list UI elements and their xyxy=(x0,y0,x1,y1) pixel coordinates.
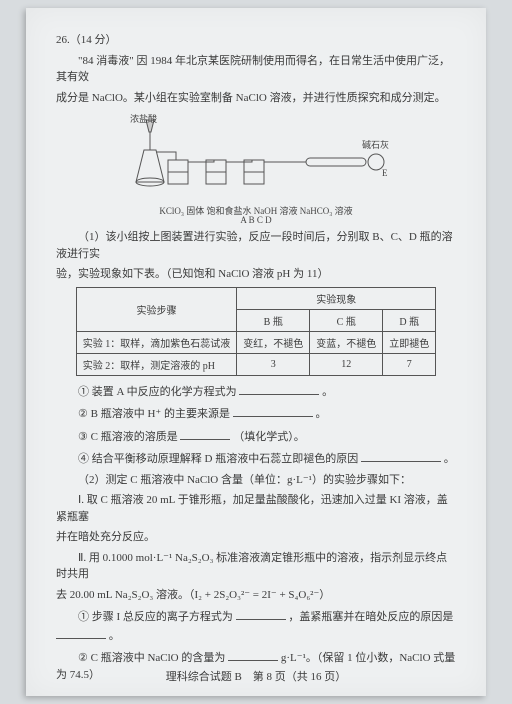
blank-6 xyxy=(228,648,278,661)
sub3-text: ③ C 瓶溶液的溶质是 xyxy=(78,431,178,443)
sub2-text: ② B 瓶溶液中 H⁺ 的主要来源是 xyxy=(78,408,230,420)
r1-B: 变红，不褪色 xyxy=(237,331,310,353)
page-footer: 理科综合试题 B 第 8 页（共 16 页） xyxy=(26,668,486,684)
sub1-end: 。 xyxy=(322,386,333,398)
part2-IIb: 去 20.00 mL Na₂S₂O₃ 溶液。（I₂ + 2S₂O₃²⁻ = 2I… xyxy=(56,587,456,604)
r2-B: 3 xyxy=(237,353,310,375)
apparatus-diagram: 浓盐酸 碱石灰 E xyxy=(106,112,406,202)
part2-Ib: 并在暗处充分反应。 xyxy=(56,529,456,546)
r1-step: 实验 1：取样，滴加紫色石蕊试液 xyxy=(76,331,237,353)
part1-b: 验，实验现象如下表。（已知饱和 NaClO 溶液 pH 为 11） xyxy=(56,266,456,283)
th-phenom: 实验现象 xyxy=(237,287,436,309)
r2-D: 7 xyxy=(383,353,436,375)
th-D: D 瓶 xyxy=(383,309,436,331)
sub5-b: ，盖紧瓶塞并在暗处反应的原因是 xyxy=(288,611,453,623)
label-E: E xyxy=(382,168,388,178)
blank-5b xyxy=(56,626,106,639)
part2-II: Ⅱ. 用 0.1000 mol·L⁻¹ Na₂S₂O₃ 标准溶液滴定锥形瓶中的溶… xyxy=(56,550,456,583)
th-step: 实验步骤 xyxy=(76,287,237,331)
label-lime: 碱石灰 xyxy=(362,139,389,150)
sub4-text: ④ 结合平衡移动原理解释 D 瓶溶液中石蕊立即褪色的原因 xyxy=(78,453,358,465)
r2-step: 实验 2：取样，测定溶液的 pH xyxy=(76,353,237,375)
part1-a: （1）该小组按上图装置进行实验，反应一段时间后，分别取 B、C、D 瓶的溶液进行… xyxy=(56,229,456,262)
diagram-letters: A B C D xyxy=(56,215,456,225)
sub5-a: ① 步骤 I 总反应的离子方程式为 xyxy=(78,611,233,623)
label-hcl: 浓盐酸 xyxy=(130,113,157,124)
sub3-mid: （填化学式）。 xyxy=(233,431,305,443)
part2: （2）测定 C 瓶溶液中 NaClO 含量（单位：g·L⁻¹）的实验步骤如下： xyxy=(56,472,456,489)
blank-5a xyxy=(236,607,286,620)
sub6-a: ② C 瓶溶液中 NaClO 的含量为 xyxy=(78,652,225,664)
blank-2 xyxy=(233,404,313,417)
intro-line-2: 成分是 NaClO。某小组在实验室制备 NaClO 溶液，并进行性质探究和成分测… xyxy=(56,90,456,107)
blank-1 xyxy=(239,382,319,395)
sub3: ③ C 瓶溶液的溶质是 （填化学式）。 xyxy=(56,427,456,446)
sub4: ④ 结合平衡移动原理解释 D 瓶溶液中石蕊立即褪色的原因 。 xyxy=(56,449,456,468)
sub1: ① 装置 A 中反应的化学方程式为 。 xyxy=(56,382,456,401)
part2-I: Ⅰ. 取 C 瓶溶液 20 mL 于锥形瓶，加足量盐酸酸化，迅速加入过量 KI … xyxy=(56,492,456,525)
sub5: ① 步骤 I 总反应的离子方程式为 ，盖紧瓶塞并在暗处反应的原因是 。 xyxy=(56,607,456,644)
th-C: C 瓶 xyxy=(310,309,383,331)
th-B: B 瓶 xyxy=(237,309,310,331)
r2-C: 12 xyxy=(310,353,383,375)
blank-3 xyxy=(180,427,230,440)
sub2: ② B 瓶溶液中 H⁺ 的主要来源是 。 xyxy=(56,404,456,423)
sub5-end: 。 xyxy=(109,630,120,642)
intro-line-1: "84 消毒液" 因 1984 年北京某医院研制使用而得名，在日常生活中使用广泛… xyxy=(56,53,456,86)
r1-C: 变蓝，不褪色 xyxy=(310,331,383,353)
sub2-end: 。 xyxy=(315,408,326,420)
blank-4 xyxy=(361,449,441,462)
results-table: 实验步骤 实验现象 B 瓶 C 瓶 D 瓶 实验 1：取样，滴加紫色石蕊试液 变… xyxy=(76,287,437,376)
question-number: 26.（14 分） xyxy=(56,32,456,49)
sub1-text: ① 装置 A 中反应的化学方程式为 xyxy=(78,386,237,398)
r1-D: 立即褪色 xyxy=(383,331,436,353)
sub4-end: 。 xyxy=(444,453,455,465)
exam-page: 26.（14 分） "84 消毒液" 因 1984 年北京某医院研制使用而得名，… xyxy=(26,8,486,696)
